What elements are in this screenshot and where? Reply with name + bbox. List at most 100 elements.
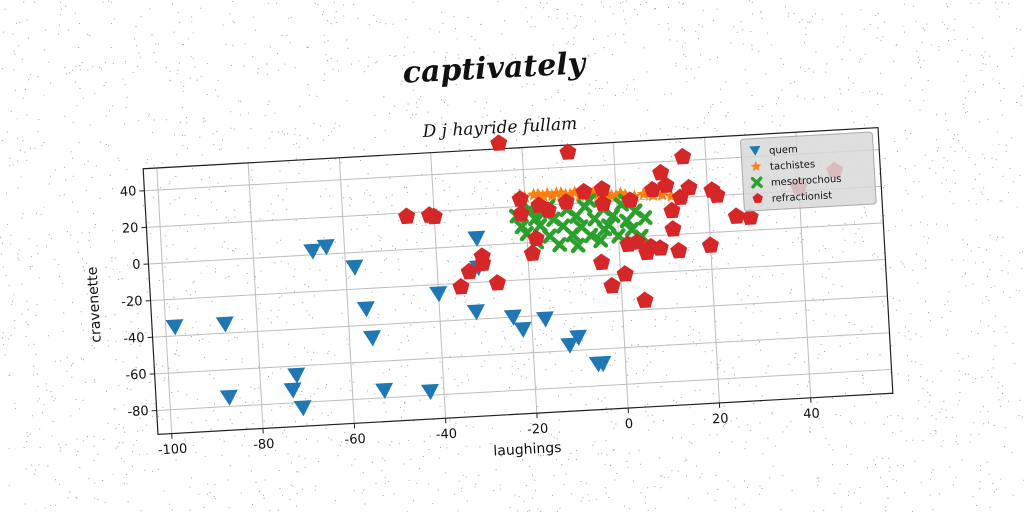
y-grid-line <box>154 332 890 375</box>
point-refractionist <box>741 208 759 226</box>
point-tachistes <box>609 188 623 202</box>
y-tick-label: -80 <box>127 404 149 420</box>
point-refractionist <box>652 163 670 181</box>
point-mesotrochous <box>596 221 613 238</box>
x-tick-label: 40 <box>803 406 820 422</box>
point-refractionist <box>452 277 470 295</box>
point-quem <box>568 329 587 346</box>
point-mesotrochous <box>583 227 599 244</box>
point-tachistes <box>545 188 559 202</box>
point-tachistes <box>536 188 550 202</box>
point-quem <box>293 400 312 417</box>
point-quem <box>593 355 612 373</box>
point-refractionist <box>680 178 698 196</box>
y-tick-label: 40 <box>119 184 136 200</box>
point-quem <box>535 311 554 328</box>
chart-title: captivately <box>402 46 589 91</box>
point-quem <box>219 389 238 406</box>
point-mesotrochous <box>570 237 586 254</box>
x-tick-label: -80 <box>253 437 275 453</box>
legend-marker-tachistes <box>750 161 762 172</box>
point-tachistes <box>636 187 651 200</box>
legend-box <box>740 131 877 212</box>
axes-frame <box>142 127 894 435</box>
point-quem <box>356 301 375 318</box>
point-tachistes <box>563 187 577 201</box>
point-refractionist <box>511 190 529 207</box>
x-axis-label: laughings <box>493 440 562 460</box>
point-refractionist <box>575 182 593 200</box>
point-refractionist <box>727 207 745 224</box>
point-quem <box>467 230 486 247</box>
point-refractionist <box>425 207 443 225</box>
point-quem <box>362 330 381 347</box>
point-refractionist <box>674 147 692 165</box>
point-quem <box>345 259 364 276</box>
point-quem <box>375 382 394 399</box>
point-refractionist <box>473 247 491 264</box>
y-grid-line <box>148 222 884 265</box>
point-refractionist <box>628 233 646 250</box>
point-refractionist <box>527 229 545 247</box>
x-tick-label: 20 <box>712 411 729 427</box>
y-grid-line <box>156 368 892 412</box>
x-grid-line <box>521 147 538 414</box>
point-refractionist <box>664 220 682 237</box>
point-quem <box>303 243 322 260</box>
legend-label-mesotrochous: mesotrochous <box>771 174 842 189</box>
x-grid-line <box>704 137 720 403</box>
point-refractionist <box>398 207 416 225</box>
axis-ticks: -100 -80 -60 -40 -20 0 20 40 -80 -60 -40 -20 0 20 40 <box>119 184 820 459</box>
data-marks <box>165 134 843 417</box>
point-refractionist <box>616 265 634 282</box>
point-quem <box>316 239 335 256</box>
point-refractionist <box>559 143 577 160</box>
legend-marker-quem <box>749 145 761 156</box>
point-quem <box>283 382 302 399</box>
point-quem <box>513 321 532 338</box>
point-refractionist <box>512 204 530 222</box>
legend-label-quem: quem <box>769 144 798 157</box>
x-grid-line <box>430 152 447 419</box>
plot-area: -100 -80 -60 -40 -20 0 20 40 -80 -60 -40 -20 0 20 40 l… <box>85 127 894 460</box>
point-refractionist <box>663 201 681 219</box>
point-refractionist <box>708 186 726 204</box>
point-quem <box>287 367 306 384</box>
point-refractionist <box>592 253 611 271</box>
point-refractionist <box>603 276 621 294</box>
x-grid-line <box>156 167 173 434</box>
point-refractionist <box>670 241 688 259</box>
legend-label-tachistes: tachistes <box>770 159 816 173</box>
point-mesotrochous <box>610 228 627 244</box>
legend-marker-mesotrochous <box>750 176 763 189</box>
y-tick-label: -60 <box>125 367 147 383</box>
point-refractionist <box>523 244 541 262</box>
x-grid-line <box>247 162 264 429</box>
point-mesotrochous <box>551 236 568 253</box>
point-mesotrochous <box>605 208 621 224</box>
y-tick-label: -40 <box>123 331 145 347</box>
x-tick-label: -40 <box>435 427 457 443</box>
y-tick-label: 0 <box>132 257 141 272</box>
point-refractionist <box>657 176 675 193</box>
point-refractionist <box>460 262 478 280</box>
point-refractionist <box>643 180 661 198</box>
x-tick-label: 0 <box>624 417 633 432</box>
point-quem <box>429 286 448 303</box>
y-grid-line <box>152 295 888 338</box>
legend-label-refractionist: refractionist <box>772 190 833 204</box>
legend-marker-refractionist <box>752 192 763 204</box>
x-tick-label: -100 <box>157 442 187 459</box>
x-tick-label: -20 <box>527 422 549 438</box>
point-refractionist <box>701 236 719 253</box>
point-quem <box>420 383 439 401</box>
point-refractionist <box>636 291 654 309</box>
y-tick-label: 20 <box>122 221 139 237</box>
point-mesotrochous <box>592 232 609 249</box>
point-mesotrochous <box>637 210 653 226</box>
y-grid-line <box>150 259 886 302</box>
point-mesotrochous <box>527 210 543 227</box>
x-grid-line <box>338 157 355 424</box>
